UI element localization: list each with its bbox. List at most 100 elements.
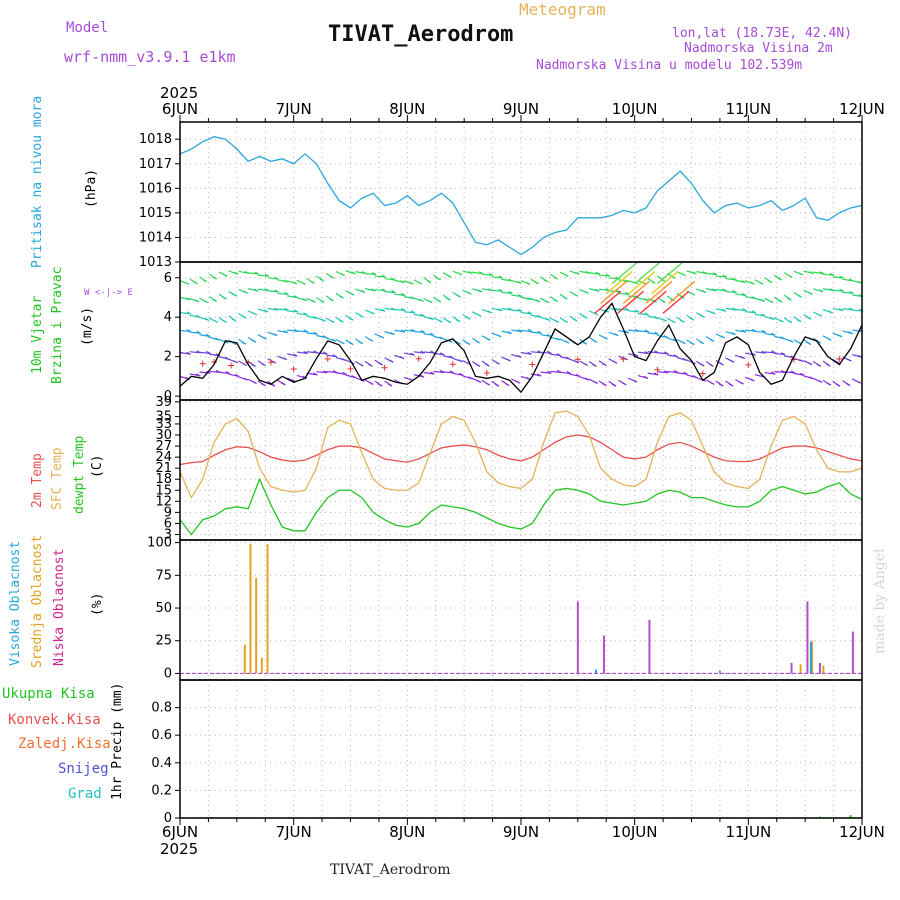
wind-arrow-head [368,363,373,367]
wind-arrow-head [360,289,366,293]
wind-arrow-head [751,310,757,314]
wind-arrow-head [644,312,649,316]
wind-arrow-head [689,342,695,346]
wind-arrow-head [632,379,638,383]
wind-arrow-head [517,294,523,298]
bottom-day-label-4: 10JUN [612,823,658,841]
wind-arrow [754,330,766,334]
wind-arrow-head [790,370,796,374]
wind-arrow-head [712,288,717,292]
wind-arrow [725,290,737,294]
wind-arrow [296,330,308,333]
wind-arrow [530,351,542,354]
wind-arrow-head [543,279,549,283]
model-elevation-label: Nadmorska Visina u modelu 102.539m [536,58,803,73]
cloud-bar-0-5 [799,664,802,674]
wind-arrow-head [816,363,822,367]
wind-arrow-head [602,383,607,387]
wind-arrow-head [780,336,785,340]
model-name: wrf-nmm_v3.9.1 e1km [64,48,236,66]
wind-arrow-head [436,299,442,303]
wind-arrow-head [771,332,776,336]
wind-arrow-head [222,296,227,300]
wind-arrow-head [525,281,531,285]
wind-arrow [618,292,630,295]
wind-arrow [637,330,649,333]
wind-arrow-head [212,298,217,303]
wind-arrow-head [251,363,256,367]
wind-arrow-head [701,289,707,293]
wind-arrow-head [281,382,286,386]
wind-arrow-head [264,273,270,277]
wind-arrow-head [429,332,435,336]
wind-arrow-head [312,372,318,376]
wind-arrow-head [283,330,289,334]
wind-arrow-head [534,281,539,285]
cloud-bar-2-0 [595,669,598,674]
cloud-bar-0-4 [266,543,269,674]
wind-arrow-head [739,381,744,385]
wind-arrow-head [767,280,773,284]
wind-arrow-head [358,363,364,367]
wind-arrow-head [186,351,191,355]
top-day-label-4: 10JUN [612,100,658,118]
wind-arrow-head [303,351,308,355]
wind-arrow-head [223,340,229,344]
wind-arrow-head [457,272,463,276]
wind-arrow-head [614,307,620,311]
wind-arrow [647,351,659,354]
wind-arrow-head [663,351,669,355]
wind-arrow-head [193,281,198,285]
temp-series-line-2 [179,477,863,536]
pressure-ytick-label-2: 1015 [139,206,172,221]
wind-arrow-head [624,307,630,311]
wind-arrow-head [359,314,364,318]
wind-arrow-head [563,319,568,324]
cloud-bar-1-2 [648,619,651,674]
wind-arrow-head [563,296,568,300]
temp-series-line-0 [179,434,863,466]
wind-arrow-head [319,278,324,282]
wind-arrow-head [409,281,414,285]
wind-arrow [628,329,640,332]
wind-arrow-head [517,329,523,333]
wind-arrow-head [488,272,494,276]
wind-arrow-head [593,380,598,384]
wind-arrow-head [487,310,492,314]
wind-arrow [209,370,221,374]
temp-ytick-label-4: 15 [155,483,172,498]
wind-gust-marker [228,362,235,369]
wind-arrow [842,308,854,311]
wind-arrow-head [371,288,376,292]
wind-arrow-head [204,317,210,321]
wind-arrow-head [826,337,832,341]
wind-arrow-head [644,329,650,333]
wind-arrow-head [683,371,688,375]
wind-arrow-head [446,297,451,301]
wind-arrow-head [682,357,688,361]
wind-arrow-strong [662,290,690,314]
wind-arrow-head [272,333,278,337]
wind-arrow-head [527,351,532,355]
wind-arrow-head [544,300,549,304]
precip-legend-snow: Snijeg [58,761,109,777]
wind-arrow-head [575,373,581,377]
wind-arrow-head [312,315,318,319]
wind-arrow-head [244,270,250,275]
wind-arrow-head [741,329,747,333]
wind-arrow-head [475,340,480,344]
wind-arrow [735,293,747,297]
top-day-label-6: 12JUN [839,100,885,118]
wind-arrow-head [485,337,491,341]
wind-arrow [647,332,659,335]
wind-arrow [501,308,513,311]
wind-arrow [501,291,513,295]
wind-arrow-head [293,353,298,357]
wind-arrow-head [595,271,601,275]
cloud-bar-1-3 [790,662,793,674]
wind-arrow-head [476,313,481,317]
wind-arrow-head [770,316,775,320]
wind-arrow-head [789,339,794,343]
wind-arrow-head [653,315,659,319]
